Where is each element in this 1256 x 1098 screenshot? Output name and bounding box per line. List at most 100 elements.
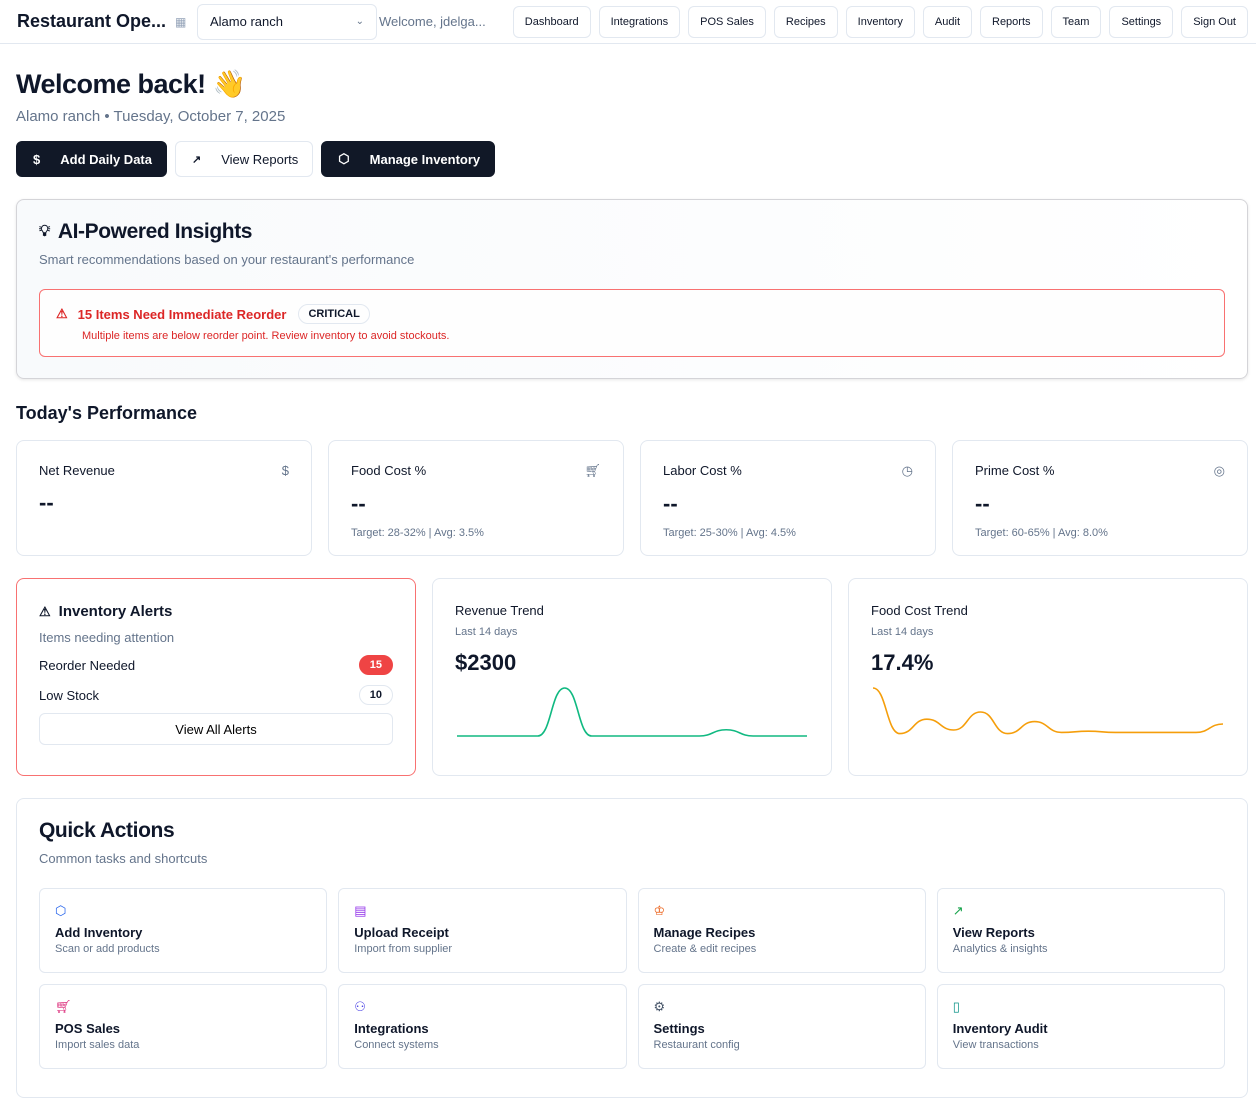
nav-reports[interactable]: Reports (980, 5, 1043, 38)
kpi-target: Target: 25-30% | Avg: 4.5% (663, 527, 796, 539)
revenue-trend-card: Revenue Trend Last 14 days $2300 (432, 578, 832, 776)
panel-description: Smart recommendations based on your rest… (39, 252, 415, 267)
kpi-card: Net Revenue $ -- (16, 440, 312, 556)
file-icon: ▯ (952, 999, 960, 1014)
nav-inventory[interactable]: Inventory (845, 5, 915, 38)
manage-inventory-button[interactable]: ⬡ Manage Inventory (321, 141, 496, 177)
view-reports-button[interactable]: ↗ View Reports (174, 141, 314, 177)
kpi-card: Food Cost % 🛒︎ -- Target: 28-32% | Avg: 3.5… (328, 440, 624, 556)
package-icon: ⬡ (55, 903, 67, 918)
quick-action-add-inventory[interactable]: ⬡ Add Inventory Scan or add products (39, 888, 328, 973)
receipt-icon: ▤ (354, 903, 367, 918)
trending-up-icon: ↗ (191, 153, 202, 166)
page-title: Welcome back! 👋 (16, 69, 246, 99)
panel-title: AI-Powered Insights (57, 220, 253, 243)
critical-badge: CRITICAL (298, 304, 370, 324)
quick-action-upload-receipt[interactable]: ▤ Upload Receipt Import from supplier (338, 888, 627, 973)
chevron-down-icon: ⌄ (355, 16, 364, 27)
card-title: Inventory Alerts (58, 603, 173, 620)
clock-icon: ◷ (901, 463, 913, 478)
quick-action-settings[interactable]: ⚙ Settings Restaurant config (637, 984, 926, 1069)
food-cost-sparkline (872, 687, 1224, 735)
kpi-label: Labor Cost % (663, 463, 742, 478)
top-header: Restaurant Ope... ▦ Alamo ranch ⌄ Welcome… (0, 0, 1256, 44)
button-label: Add Daily Data (60, 151, 152, 167)
action-subtitle: Restaurant config (653, 1039, 740, 1051)
button-label: View Reports (221, 151, 299, 167)
nav-settings[interactable]: Settings (1109, 5, 1174, 38)
nav-team[interactable]: Team (1050, 5, 1102, 38)
kpi-target: Target: 60-65% | Avg: 8.0% (975, 527, 1108, 539)
kpi-value: -- (39, 490, 54, 515)
sign-out-button[interactable]: Sign Out (1181, 5, 1248, 38)
dollar-icon: $ (33, 151, 41, 167)
kpi-card: Prime Cost % ◎ -- Target: 60-65% | Avg: 8.0… (952, 440, 1248, 556)
nav-recipes[interactable]: Recipes (773, 5, 838, 38)
card-period: Last 14 days (455, 626, 518, 638)
card-title: Food Cost Trend (871, 603, 968, 618)
gear-icon: ⚙ (653, 999, 666, 1014)
trend-value: 17.4% (871, 650, 934, 675)
count-badge: 10 (358, 685, 393, 705)
row-label: Reorder Needed (39, 657, 136, 673)
quick-action-inventory-audit[interactable]: ▯ Inventory Audit View transactions (936, 984, 1225, 1069)
lightbulb-icon: 💡︎ (39, 223, 50, 240)
kpi-value: -- (975, 491, 990, 516)
quick-actions-panel: Quick Actions Common tasks and shortcuts… (16, 798, 1248, 1098)
page-subtitle: Alamo ranch • Tuesday, October 7, 2025 (16, 108, 286, 125)
kpi-value: -- (351, 491, 366, 516)
revenue-sparkline (456, 687, 807, 737)
quick-action-manage-recipes[interactable]: ♔ Manage Recipes Create & edit recipes (637, 888, 926, 973)
action-title: POS Sales (55, 1021, 121, 1036)
action-title: Inventory Audit (952, 1021, 1048, 1036)
low-stock-row: Low Stock 10 (39, 685, 393, 705)
action-title: Upload Receipt (354, 925, 449, 940)
nav-integrations[interactable]: Integrations (598, 5, 681, 38)
nav-pos-sales[interactable]: POS Sales (688, 5, 766, 38)
kpi-target: Target: 28-32% | Avg: 3.5% (351, 527, 484, 539)
main-nav: Dashboard Integrations POS Sales Recipes… (512, 5, 1248, 38)
section-title: Today's Performance (16, 403, 198, 423)
action-subtitle: Create & edit recipes (653, 943, 757, 955)
package-icon: ⬡ (338, 151, 350, 166)
action-title: Manage Recipes (653, 925, 756, 940)
ai-insights-panel: 💡︎ AI-Powered Insights Smart recommendati… (16, 199, 1248, 379)
action-subtitle: Import sales data (55, 1039, 140, 1051)
action-subtitle: Analytics & insights (952, 943, 1048, 955)
nav-audit[interactable]: Audit (922, 5, 972, 38)
location-select[interactable]: Alamo ranch ⌄ (197, 3, 377, 40)
quick-action-integrations[interactable]: ⚇ Integrations Connect systems (338, 984, 627, 1069)
cart-icon: 🛒︎ (55, 999, 72, 1014)
sparkline-path (872, 687, 1224, 735)
action-title: Integrations (354, 1021, 429, 1036)
dollar-icon: $ (281, 463, 289, 478)
count-badge: 15 (358, 655, 393, 675)
button-label: Manage Inventory (369, 151, 481, 167)
card-title: Revenue Trend (455, 603, 544, 618)
kpi-label: Net Revenue (39, 463, 115, 478)
warning-icon: ⚠ (39, 603, 51, 619)
action-subtitle: Scan or add products (55, 943, 160, 955)
alert-title: 15 Items Need Immediate Reorder (77, 306, 287, 322)
quick-action-pos-sales[interactable]: 🛒︎ POS Sales Import sales data (39, 984, 328, 1069)
warning-icon: ⚠ (56, 306, 68, 321)
chef-hat-icon: ♔ (653, 903, 666, 918)
add-daily-data-button[interactable]: $ Add Daily Data (16, 141, 167, 177)
kpi-card: Labor Cost % ◷ -- Target: 25-30% | Avg: 4.5… (640, 440, 936, 556)
action-title: Add Inventory (55, 925, 143, 940)
kpi-label: Food Cost % (351, 463, 427, 478)
kpi-label: Prime Cost % (975, 463, 1055, 478)
action-subtitle: Connect systems (354, 1039, 439, 1051)
panel-description: Common tasks and shortcuts (39, 851, 208, 866)
view-all-alerts-button[interactable]: View All Alerts (39, 713, 393, 745)
card-description: Items needing attention (39, 630, 175, 645)
welcome-user: Welcome, jdelga... (379, 14, 486, 29)
alert-message: Multiple items are below reorder point. … (82, 330, 450, 342)
nav-dashboard[interactable]: Dashboard (512, 5, 591, 38)
building-icon: ▦ (175, 14, 187, 29)
action-title: View Reports (952, 925, 1035, 940)
users-icon: ⚇ (354, 999, 366, 1014)
reorder-alert[interactable]: ⚠ 15 Items Need Immediate Reorder CRITICAL… (39, 289, 1225, 357)
target-icon: ◎ (1213, 463, 1225, 478)
quick-action-view-reports[interactable]: ↗ View Reports Analytics & insights (936, 888, 1225, 973)
